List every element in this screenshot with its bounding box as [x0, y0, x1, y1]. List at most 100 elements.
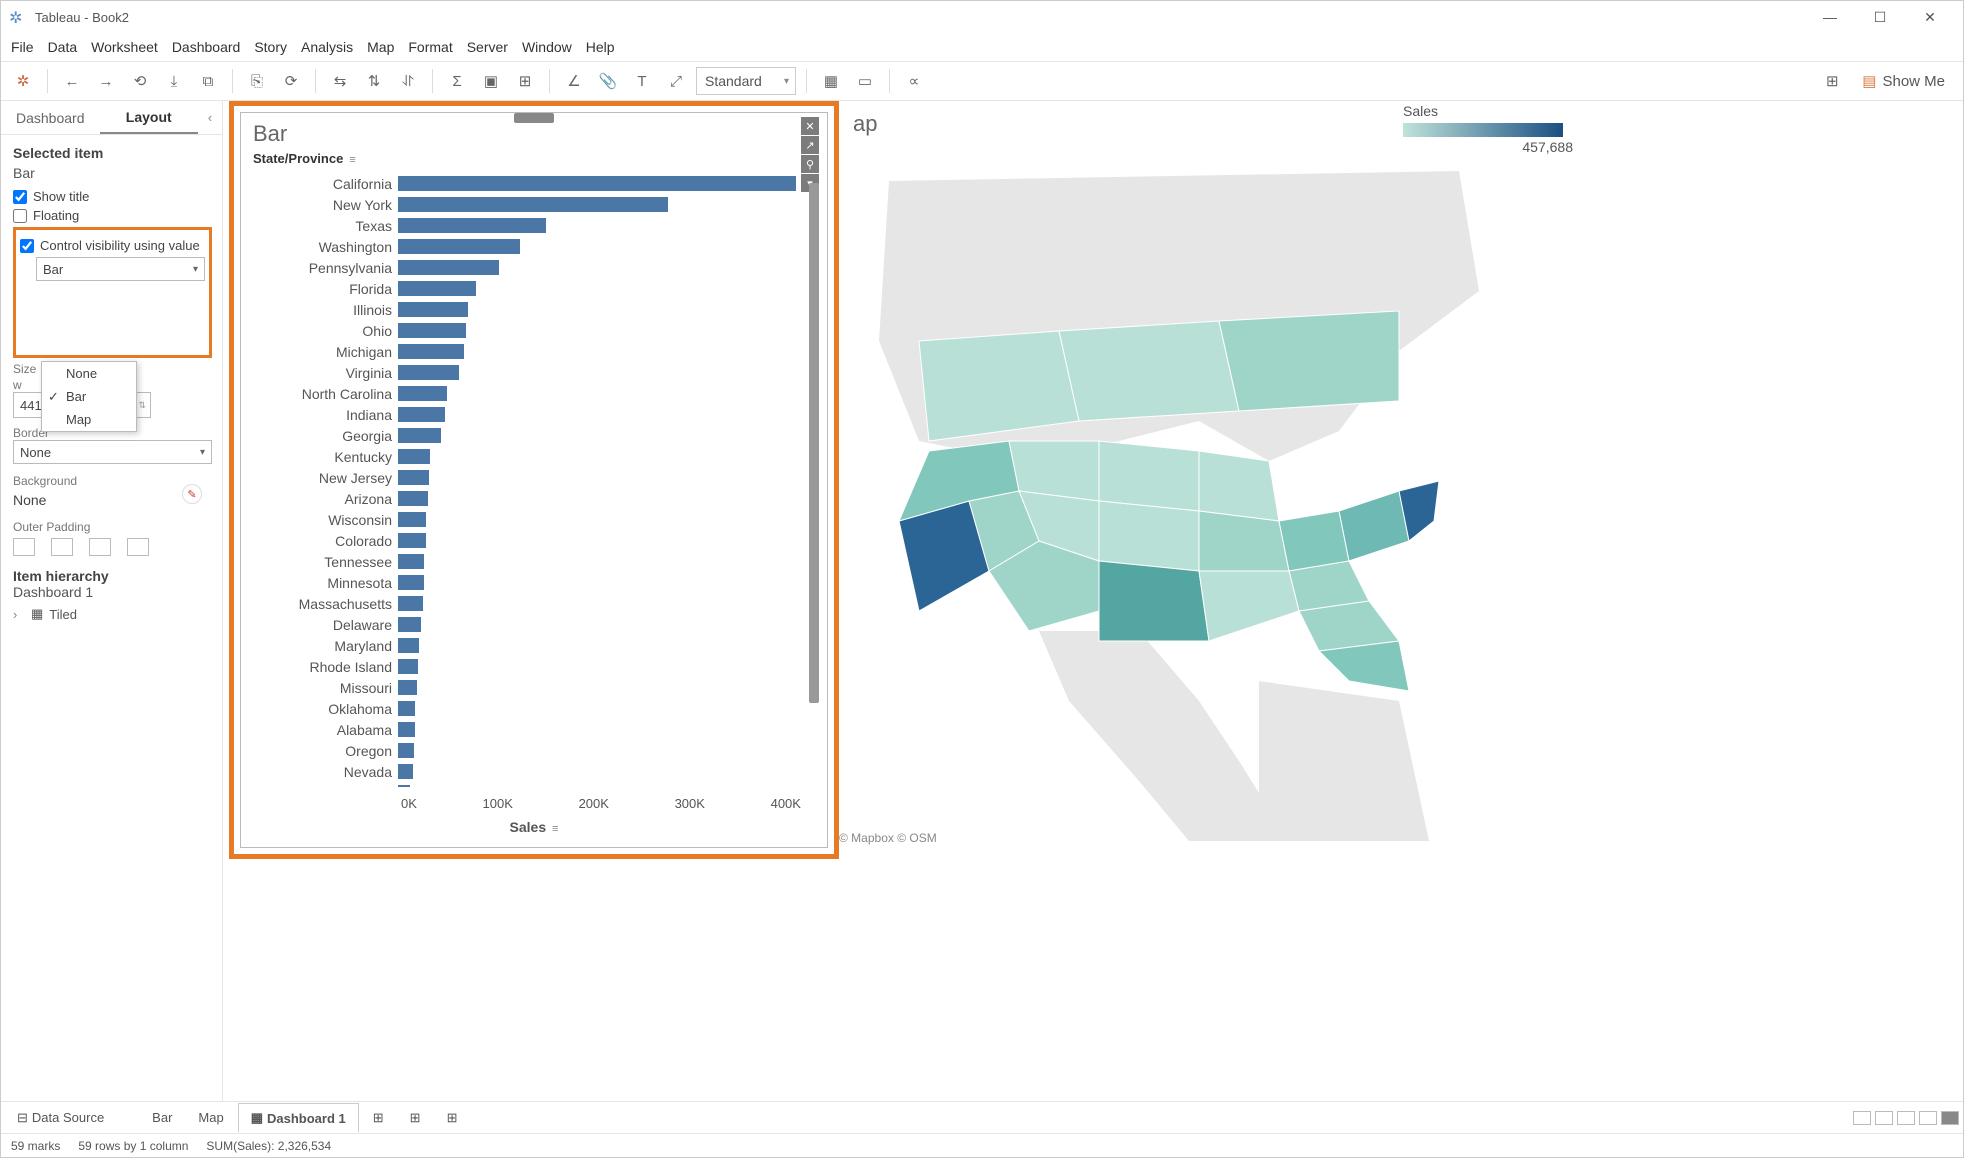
bar-row[interactable]: Georgia [253, 425, 807, 446]
bar-row[interactable]: Michigan [253, 341, 807, 362]
bar-row[interactable]: Rhode Island [253, 656, 807, 677]
menu-format[interactable]: Format [408, 39, 452, 55]
pin-button[interactable]: 📎 [594, 67, 622, 95]
panel-drag-handle[interactable] [514, 113, 554, 123]
totals-button[interactable]: Σ [443, 67, 471, 95]
save-button[interactable]: ⟲ [126, 67, 154, 95]
sheet-tab-bar[interactable]: Bar [140, 1104, 184, 1131]
tab-dashboard[interactable]: Dashboard [1, 101, 100, 134]
menu-server[interactable]: Server [467, 39, 508, 55]
group-button[interactable]: ⊞ [511, 67, 539, 95]
bar-row[interactable]: California [253, 173, 807, 194]
share-button[interactable]: ∝ [900, 67, 928, 95]
bar-row[interactable]: New York [253, 194, 807, 215]
bar-row[interactable]: New Jersey [253, 467, 807, 488]
minimize-button[interactable]: — [1805, 1, 1855, 33]
menu-worksheet[interactable]: Worksheet [91, 39, 158, 55]
sort-desc-button[interactable]: ⥯ [394, 67, 422, 95]
bar-row[interactable]: Indiana [253, 404, 807, 425]
new-worksheet-button[interactable]: ⎘ [243, 67, 271, 95]
bar-row[interactable]: Wisconsin [253, 509, 807, 530]
bar-row[interactable]: Oregon [253, 740, 807, 761]
filmstrip-next[interactable] [1897, 1111, 1915, 1125]
data-source-tab[interactable]: ⊟Data Source [5, 1104, 116, 1132]
bar-row[interactable]: Colorado [253, 530, 807, 551]
bar-row[interactable]: Kentucky [253, 446, 807, 467]
sheet-tab-map[interactable]: Map [186, 1104, 235, 1131]
maximize-button[interactable]: ☐ [1855, 1, 1905, 33]
guide-button[interactable]: ⊞ [1818, 67, 1846, 95]
new-datasource-button[interactable]: ⤓ [160, 67, 188, 95]
sort-asc-button[interactable]: ⇅ [360, 67, 388, 95]
visibility-option-map[interactable]: Map [42, 408, 136, 431]
bar-row[interactable]: Maryland [253, 635, 807, 656]
fit-button[interactable]: ⤢ [662, 67, 690, 95]
show-filmstrip[interactable] [1941, 1111, 1959, 1125]
filmstrip-first[interactable] [1853, 1111, 1871, 1125]
filmstrip-prev[interactable] [1875, 1111, 1893, 1125]
new-worksheet-tab[interactable]: ⊞ [361, 1104, 396, 1132]
bar-sheet[interactable]: ✕ ↗ ⚲ ▾ Bar State/Province CaliforniaNew… [240, 112, 828, 848]
new-dashboard-tab[interactable]: ⊞ [398, 1104, 433, 1132]
menu-dashboard[interactable]: Dashboard [172, 39, 241, 55]
bar-row[interactable]: Tennessee [253, 551, 807, 572]
labels-button[interactable]: ∠ [560, 67, 588, 95]
fit-dropdown[interactable]: Standard [696, 67, 796, 95]
menu-map[interactable]: Map [367, 39, 394, 55]
menu-data[interactable]: Data [48, 39, 78, 55]
bar-row[interactable]: Massachusetts [253, 593, 807, 614]
new-story-tab[interactable]: ⊞ [435, 1104, 470, 1132]
visibility-option-none[interactable]: None [42, 362, 136, 385]
bar-row[interactable]: Florida [253, 278, 807, 299]
collapse-sidepanel-button[interactable]: ‹ [198, 101, 222, 134]
control-visibility-checkbox[interactable]: Control visibility using value [20, 238, 205, 253]
bar-row[interactable]: Texas [253, 215, 807, 236]
menu-window[interactable]: Window [522, 39, 572, 55]
bar-row[interactable]: North Carolina [253, 383, 807, 404]
bar-row[interactable]: Alabama [253, 719, 807, 740]
outer-padding-thumbs[interactable] [13, 538, 212, 556]
floating-checkbox[interactable]: Floating [13, 208, 212, 223]
swap-button[interactable]: ⇆ [326, 67, 354, 95]
panel-goto-button[interactable]: ↗ [801, 136, 819, 154]
pause-button[interactable]: ⧉ [194, 67, 222, 95]
bar-row[interactable]: Nevada [253, 761, 807, 782]
close-button[interactable]: ✕ [1905, 1, 1955, 33]
map-view[interactable] [839, 141, 1499, 851]
text-button[interactable]: T [628, 67, 656, 95]
bar-row[interactable]: Washington [253, 236, 807, 257]
menu-help[interactable]: Help [586, 39, 615, 55]
presentation-button[interactable]: ▭ [851, 67, 879, 95]
bar-row[interactable]: Virginia [253, 362, 807, 383]
sort-icon[interactable] [347, 151, 355, 166]
bar-row[interactable]: Pennsylvania [253, 257, 807, 278]
panel-remove-button[interactable]: ✕ [801, 117, 819, 135]
bar-row[interactable]: Connecticut [253, 782, 807, 787]
redo-button[interactable]: → [92, 67, 120, 95]
cards-button[interactable]: ▦ [817, 67, 845, 95]
show-me-button[interactable]: ▤Show Me [1852, 72, 1955, 90]
menu-file[interactable]: File [11, 39, 34, 55]
bar-row[interactable]: Arizona [253, 488, 807, 509]
menu-story[interactable]: Story [254, 39, 287, 55]
undo-button[interactable]: ← [58, 67, 86, 95]
bar-row[interactable]: Oklahoma [253, 698, 807, 719]
expand-icon[interactable]: › [13, 607, 25, 622]
bar-row[interactable]: Delaware [253, 614, 807, 635]
highlight-button[interactable]: ▣ [477, 67, 505, 95]
sheet-tab-dashboard1[interactable]: ▦Dashboard 1 [238, 1103, 359, 1132]
panel-filter-button[interactable]: ⚲ [801, 155, 819, 173]
show-title-checkbox[interactable]: Show title [13, 189, 212, 204]
visibility-source-select[interactable]: Bar [36, 257, 205, 281]
bar-scrollbar[interactable] [809, 183, 819, 703]
duplicate-button[interactable]: ⟳ [277, 67, 305, 95]
hierarchy-tiled-row[interactable]: › ▦ Tiled [13, 606, 212, 622]
filmstrip-last[interactable] [1919, 1111, 1937, 1125]
menu-analysis[interactable]: Analysis [301, 39, 353, 55]
bar-row[interactable]: Ohio [253, 320, 807, 341]
visibility-option-bar[interactable]: Bar [42, 385, 136, 408]
bar-row[interactable]: Minnesota [253, 572, 807, 593]
bar-row[interactable]: Illinois [253, 299, 807, 320]
tableau-icon[interactable]: ✲ [9, 67, 37, 95]
border-select[interactable]: None [13, 440, 212, 464]
